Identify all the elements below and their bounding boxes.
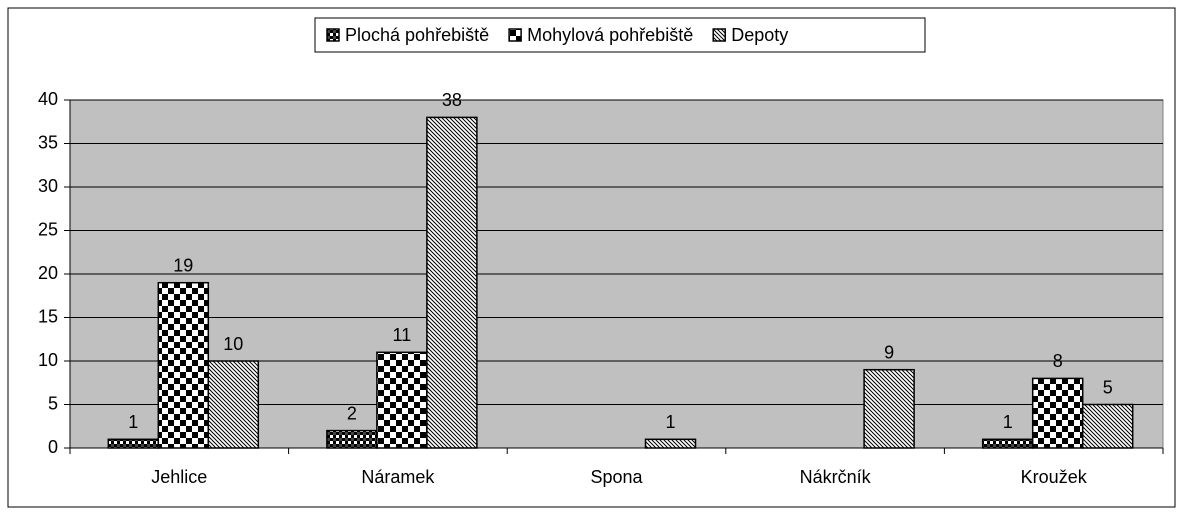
y-tick-label: 25 (38, 219, 58, 239)
legend-swatch (712, 28, 726, 42)
data-label: 2 (347, 403, 357, 423)
data-label: 11 (393, 325, 412, 345)
y-tick-label: 40 (38, 89, 58, 109)
y-tick-label: 35 (38, 132, 58, 152)
legend-swatch (508, 28, 522, 42)
y-tick-label: 30 (38, 176, 58, 196)
legend-label: Mohylová pohřebiště (527, 25, 693, 45)
data-label: 10 (223, 334, 243, 354)
data-label: 8 (1053, 351, 1063, 371)
data-label: 1 (665, 412, 675, 432)
x-tick-label: Náramek (361, 467, 435, 487)
bar (207, 360, 260, 449)
bar (1081, 403, 1134, 449)
bar (376, 351, 428, 449)
data-label: 1 (128, 412, 138, 432)
bar (863, 368, 915, 449)
y-tick-label: 0 (48, 437, 58, 457)
bar (157, 281, 210, 449)
y-tick-label: 10 (38, 350, 58, 370)
y-tick-label: 20 (38, 263, 58, 283)
y-tick-label: 5 (48, 393, 58, 413)
bar (107, 438, 160, 449)
x-tick-label: Kroužek (1021, 467, 1088, 487)
data-label: 9 (884, 342, 894, 362)
bar (326, 429, 378, 449)
y-tick-label: 15 (38, 306, 58, 326)
x-tick-label: Spona (590, 467, 643, 487)
bar (426, 116, 478, 449)
legend-label: Depoty (731, 25, 788, 45)
data-label: 1 (1003, 412, 1013, 432)
bar (1031, 377, 1084, 449)
data-label: 5 (1103, 377, 1113, 397)
x-tick-label: Jehlice (151, 467, 207, 487)
bar (981, 438, 1034, 449)
legend-label: Plochá pohřebiště (345, 25, 489, 45)
x-tick-label: Nákrčník (800, 467, 872, 487)
data-label: 19 (173, 255, 193, 275)
legend-box (314, 17, 926, 53)
bar (644, 438, 697, 449)
data-label: 38 (442, 90, 462, 110)
legend-swatch (326, 28, 340, 42)
